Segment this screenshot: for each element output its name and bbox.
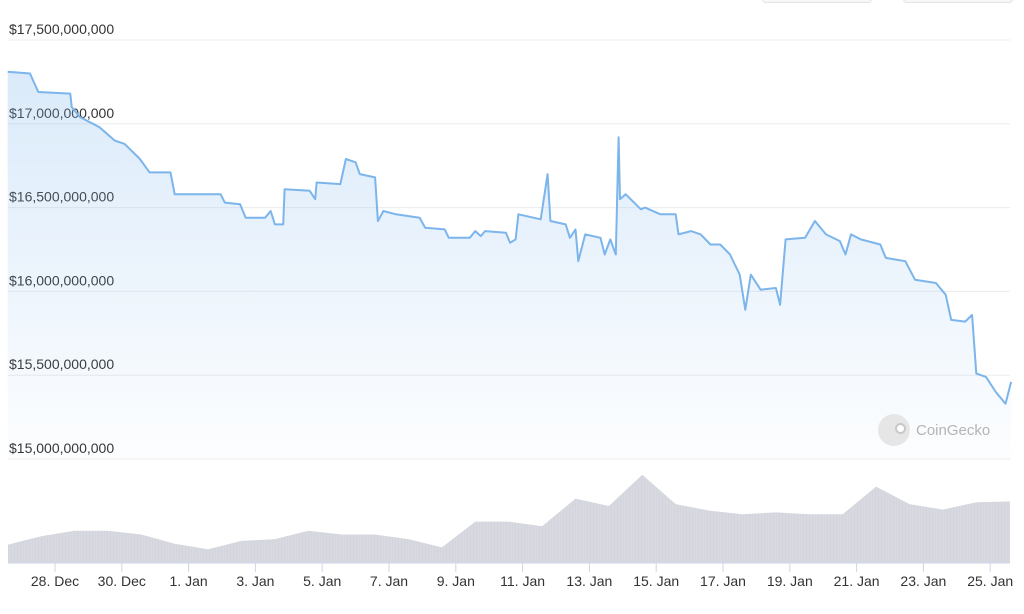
x-tick-label: 5. Jan xyxy=(303,573,341,589)
x-tick-label: 7. Jan xyxy=(370,573,408,589)
x-tick-label: 9. Jan xyxy=(437,573,475,589)
x-tick-label: 13. Jan xyxy=(566,573,612,589)
x-axis-ticks: 28. Dec 30. Dec 1. Jan 3. Jan 5. Jan 7. Jan 9.… xyxy=(31,563,1013,589)
x-tick-label: 1. Jan xyxy=(170,573,208,589)
x-tick-label: 25. Jan xyxy=(967,573,1013,589)
volume-area xyxy=(8,474,1010,563)
x-tick-label: 19. Jan xyxy=(767,573,813,589)
market-cap-area xyxy=(7,71,1012,460)
x-tick-label: 11. Jan xyxy=(500,573,545,589)
x-tick-label: 17. Jan xyxy=(700,573,746,589)
x-tick-label: 3. Jan xyxy=(236,573,274,589)
coingecko-watermark: CoinGecko xyxy=(878,414,990,446)
coingecko-logo-icon xyxy=(878,414,910,446)
x-tick-label: 15. Jan xyxy=(633,573,679,589)
x-tick-label: 30. Dec xyxy=(98,573,146,589)
watermark-text: CoinGecko xyxy=(916,421,991,439)
x-tick-label: 28. Dec xyxy=(31,573,79,589)
y-tick-label: $17,500,000,000 xyxy=(9,21,114,37)
x-tick-label: 21. Jan xyxy=(834,573,880,589)
market-cap-line xyxy=(7,70,1013,405)
x-tick-label: 23. Jan xyxy=(900,573,946,589)
volume-bars xyxy=(9,470,1010,563)
